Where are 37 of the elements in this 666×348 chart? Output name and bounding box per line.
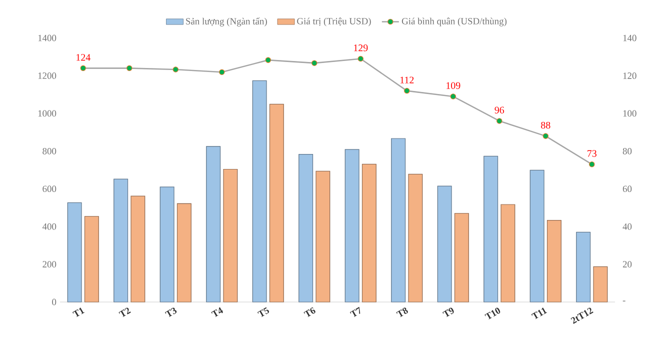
y2-tick-label: 140	[623, 34, 636, 42]
y-tick-label: 400	[42, 223, 56, 230]
y-tick-label: 200	[42, 261, 56, 268]
x-tick-label: T9	[442, 308, 454, 318]
x-tick-label: T7	[350, 306, 360, 317]
legend-label: Sản lượng (Ngàn tấn)	[186, 18, 267, 26]
data-label: 109	[446, 82, 460, 89]
data-label: 129	[354, 44, 368, 52]
x-tick-label: T10	[484, 308, 500, 320]
x-tick-label: T8	[396, 308, 408, 318]
y-tick-label: 1200	[38, 72, 56, 79]
y2-tick-label: 120	[623, 72, 636, 79]
y2-tick-label: -	[622, 300, 626, 302]
y-tick-label: 1400	[38, 34, 56, 42]
x-tick-label: T2	[118, 308, 131, 318]
x-tick-label: T6	[304, 307, 316, 318]
data-label: 88	[541, 122, 550, 129]
data-label: 73	[588, 150, 596, 157]
legend-label: Giá trị (Triệu USD)	[297, 18, 371, 26]
y-tick-label: 0	[52, 298, 56, 306]
data-label: 124	[76, 54, 90, 61]
x-tick-label: T5	[257, 307, 270, 317]
y-tick-label: 1000	[38, 110, 56, 117]
y2-tick-label: 100	[623, 110, 636, 117]
y-tick-label: 600	[42, 186, 56, 192]
y-tick-label: 800	[42, 148, 56, 154]
x-tick-label: T11	[531, 308, 548, 320]
legend-label: Giá bình quân (USD/thùng)	[402, 18, 507, 26]
x-tick-label: T3	[164, 308, 177, 318]
data-label: 112	[400, 76, 414, 84]
x-tick-label: T1	[72, 308, 85, 318]
y2-tick-label: 60	[622, 186, 632, 192]
y2-tick-label: 20	[622, 261, 632, 268]
x-tick-label: T4	[211, 307, 224, 318]
y2-tick-label: 80	[622, 148, 632, 154]
data-label: 96	[494, 106, 504, 114]
y2-tick-label: 40	[622, 223, 632, 230]
